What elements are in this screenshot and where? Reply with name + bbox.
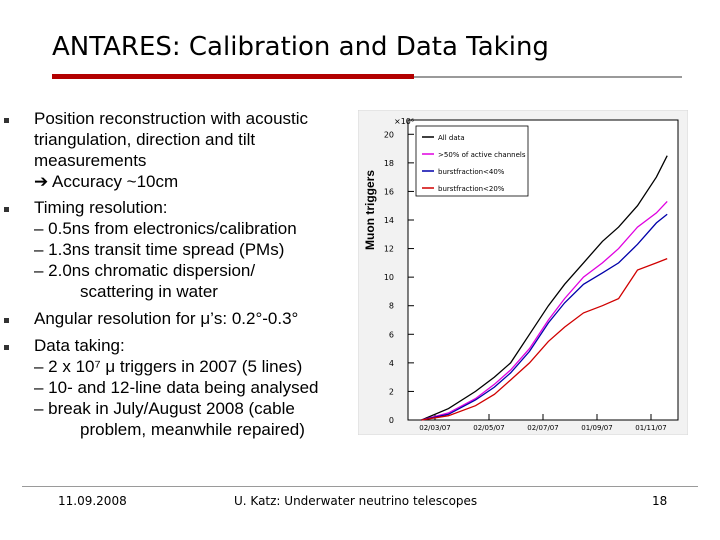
legend-box [415,125,529,197]
series-lines [421,155,668,421]
bullet-marker [4,318,9,323]
bullet-marker [4,118,9,123]
footer-rule [22,486,698,487]
y-ticks: 0 2 4 6 8 10 12 14 16 18 20 [384,130,414,425]
series-line-3 [421,257,668,421]
title-grey-rule [414,76,682,78]
bullet-text: Angular resolution for μ’s: 0.2°-0.3° [34,309,299,328]
y-tick-label: 4 [389,359,394,368]
y-tick-label: 2 [389,387,394,396]
footer-page-number: 18 [652,494,668,508]
y-tick-label: 6 [389,330,394,339]
bullet-text: – 1.3ns transit time spread (PMs) [34,240,285,259]
y-axis-exponent: ×10⁶ [394,117,414,126]
y-tick-label: 0 [389,416,394,425]
bullet-text: Data taking: [34,336,125,355]
footer-date: 11.09.2008 [58,494,127,508]
x-tick-label: 01/11/07 [635,424,666,432]
bullet-text: Position reconstruction with acoustic [34,109,309,128]
x-tick-label: 02/03/07 [419,424,450,432]
series-line-0 [421,155,668,421]
y-tick-label: 20 [384,130,394,139]
y-tick-label: 12 [384,245,394,254]
y-axis-label: Muon triggers [363,170,377,250]
legend-label: burstfraction<40% [438,168,505,176]
series-line-1 [421,200,668,421]
legend-label: All data [438,134,465,142]
trigger-chart: Muon triggers ×10⁶ 0 2 4 6 8 10 12 14 16 18 20 02/… [358,110,688,435]
bullet-text: – 2.0ns chromatic dispersion/ [34,261,256,280]
x-tick-label: 01/09/07 [581,424,612,432]
bullet-text: triangulation, direction and tilt [34,130,256,149]
slide-title: ANTARES: Calibration and Data Taking [52,32,549,62]
title-accent-rule [52,74,414,79]
x-tick-label: 02/07/07 [527,424,558,432]
y-tick-label: 8 [389,302,394,311]
y-tick-label: 14 [384,216,394,225]
series-line-2 [421,213,668,421]
bullet-marker [4,207,9,212]
bullet-marker [4,345,9,350]
bullet-text: problem, meanwhile repaired) [80,420,305,439]
bullet-text: scattering in water [80,282,218,301]
bullet-text: ➔ Accuracy ~10cm [34,172,179,191]
y-tick-label: 16 [384,187,394,196]
y-tick-label: 10 [384,273,394,282]
bullet-text: – 0.5ns from electronics/calibration [34,219,297,238]
bullet-text: – 2 x 10⁷ μ triggers in 2007 (5 lines) [34,357,303,376]
legend-label: >50% of active channels [438,151,526,159]
bullet-text: Timing resolution: [34,198,168,217]
footer-title: U. Katz: Underwater neutrino telescopes [234,494,478,508]
bullet-text: measurements [34,151,147,170]
y-tick-label: 18 [384,159,394,168]
legend-label: burstfraction<20% [438,185,505,193]
chart-legend: All data >50% of active channels burstfrac… [415,125,529,197]
bullet-text: – 10- and 12-line data being analysed [34,378,319,397]
bullet-text: – break in July/August 2008 (cable [34,399,295,418]
x-tick-label: 02/05/07 [473,424,504,432]
